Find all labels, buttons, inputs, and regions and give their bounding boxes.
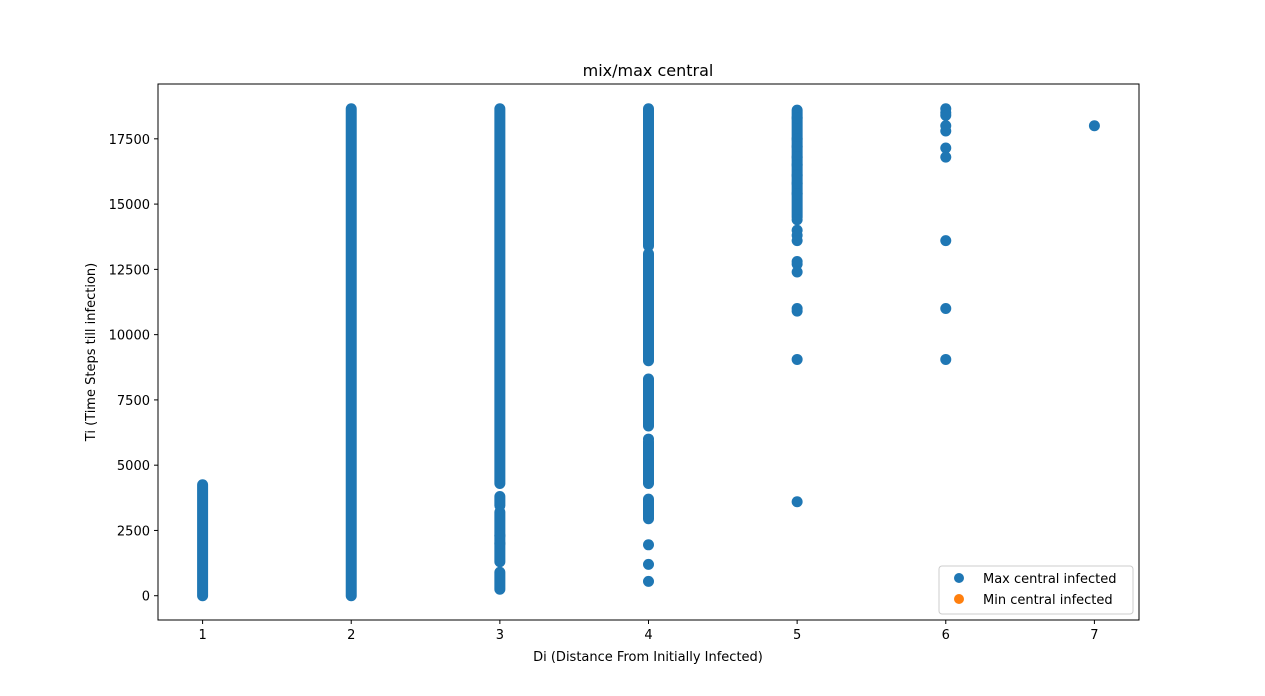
data-point — [791, 266, 803, 278]
data-point — [643, 539, 654, 551]
data-point — [791, 353, 803, 365]
data-point-run — [643, 103, 654, 252]
x-tick-label: 3 — [496, 628, 504, 643]
data-point — [940, 303, 952, 315]
data-point — [940, 151, 952, 163]
legend: Max central infected Min central infecte… — [938, 565, 1134, 615]
data-point — [643, 505, 654, 517]
data-point-run — [494, 103, 506, 489]
data-point — [791, 151, 803, 163]
data-point — [791, 141, 803, 153]
data-points — [197, 103, 1100, 602]
data-point — [791, 177, 803, 189]
y-axis-label: Ti (Time Steps till infection) — [84, 263, 99, 442]
data-point — [643, 558, 654, 570]
legend-marker-min-central — [954, 594, 964, 604]
data-point — [940, 353, 952, 365]
x-tick-label: 2 — [347, 628, 355, 643]
data-point — [791, 112, 803, 124]
data-point — [791, 214, 803, 226]
data-point-run — [494, 566, 506, 595]
data-point — [791, 305, 803, 317]
x-tick-label: 1 — [198, 628, 206, 643]
data-point — [791, 188, 803, 200]
data-point — [940, 142, 952, 154]
y-tick-label: 12500 — [109, 263, 150, 278]
legend-label-max-central: Max central infected — [983, 572, 1116, 587]
x-tick-label: 7 — [1090, 628, 1098, 643]
legend-box — [938, 565, 1134, 615]
legend-marker-max-central — [954, 573, 964, 583]
data-point — [643, 451, 654, 463]
data-point — [791, 169, 803, 181]
data-point-run — [494, 491, 506, 512]
data-point — [643, 575, 654, 587]
data-point-run — [345, 103, 357, 602]
y-tick-label: 7500 — [117, 394, 150, 409]
x-axis-ticks: 1 2 3 4 5 6 7 — [198, 620, 1099, 643]
y-axis-ticks: 0 2500 5000 7500 10000 12500 15000 17500 — [109, 133, 158, 605]
data-point — [940, 125, 952, 137]
data-point-run — [643, 373, 654, 432]
data-point — [791, 258, 803, 270]
data-point — [791, 235, 803, 247]
data-point — [643, 459, 654, 471]
data-point-run — [643, 248, 654, 367]
y-tick-label: 0 — [142, 590, 150, 605]
x-tick-label: 5 — [793, 628, 801, 643]
legend-label-min-central: Min central infected — [983, 593, 1113, 608]
y-tick-label: 2500 — [117, 524, 150, 539]
data-point — [494, 538, 506, 550]
data-point — [940, 109, 952, 121]
x-tick-label: 6 — [942, 628, 950, 643]
y-tick-label: 17500 — [109, 133, 150, 148]
data-point — [1088, 120, 1100, 132]
plot-frame — [157, 83, 1140, 621]
chart-title: mix/max central — [583, 61, 714, 80]
data-point-run — [197, 479, 209, 602]
data-point — [940, 235, 952, 247]
y-tick-label: 5000 — [117, 459, 150, 474]
x-tick-label: 4 — [644, 628, 652, 643]
x-axis-label: Di (Distance From Initially Infected) — [533, 650, 763, 665]
data-point — [791, 496, 803, 508]
data-point — [643, 433, 654, 445]
y-tick-label: 15000 — [109, 198, 150, 213]
data-point — [791, 133, 803, 145]
y-tick-label: 10000 — [109, 329, 150, 344]
data-point — [791, 159, 803, 171]
data-point — [494, 530, 506, 542]
